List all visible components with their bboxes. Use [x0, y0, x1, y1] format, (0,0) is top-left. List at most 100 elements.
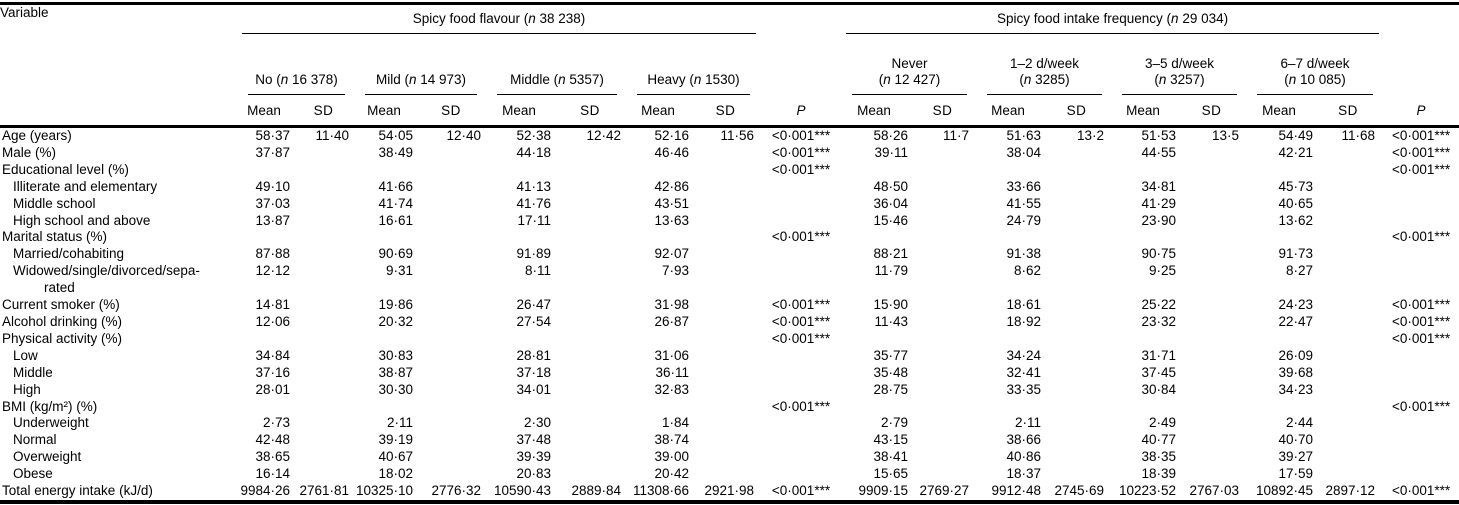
subgroup-header-rule: 1–2 d/week (n 3285)	[987, 56, 1102, 95]
table-cell: 9984·26	[240, 483, 290, 499]
table-cell: 49·10	[255, 178, 290, 194]
table-cell: 9909·15	[858, 483, 908, 499]
table-cell	[238, 229, 298, 246]
table-cell: 24·23	[1278, 297, 1313, 313]
group-header-row: Variable Spicy food flavour (n 38 238) Sp…	[0, 3, 1459, 128]
p-value-cell	[1383, 179, 1459, 196]
table-cell: 18·61	[1006, 297, 1041, 313]
table-cell	[298, 314, 355, 331]
table-cell	[421, 213, 487, 230]
row-label: Male (%)	[0, 145, 238, 162]
p-value-cell	[760, 466, 842, 483]
p-value-cell	[1383, 415, 1459, 432]
table-cell	[1182, 145, 1247, 162]
table-row-widowed-single-divorced-sepa: Widowed/single/divorced/sepa-rated 12·12 9…	[0, 263, 1459, 297]
table-row-underweight: Underweight 2·73 2·11 2·30 1·84 2·79 2·11 2·49 2…	[0, 415, 1459, 432]
table-cell: 39·68	[1278, 364, 1313, 380]
table-cell	[298, 145, 355, 162]
table-cell	[1047, 297, 1112, 314]
row-label: Normal	[0, 432, 238, 449]
table-cell	[627, 399, 697, 416]
table-row-overweight: Overweight 38·65 40·67 39·39 39·00 38·41 40·86…	[0, 449, 1459, 466]
table-cell: 42·48	[255, 432, 290, 448]
table-cell	[238, 399, 298, 416]
table-cell	[298, 179, 355, 196]
table-cell: 48·50	[873, 178, 908, 194]
table-cell	[914, 145, 977, 162]
table-cell	[1247, 331, 1319, 348]
table-cell	[842, 331, 914, 348]
p-value-cell	[1383, 348, 1459, 365]
p-value-cell	[760, 246, 842, 263]
table-cell: 58·26	[873, 128, 908, 143]
table-cell	[298, 415, 355, 432]
p-value-cell: <0·001***	[771, 297, 831, 313]
table-cell	[914, 314, 977, 331]
p-value-cell: <0·001***	[771, 330, 831, 346]
variable-column-header: Variable	[0, 3, 238, 128]
table-cell	[1182, 314, 1247, 331]
subgroup-header-rule: Never (n 12 427)	[852, 56, 967, 95]
table-cell	[1047, 314, 1112, 331]
table-cell: 13·2	[1076, 128, 1104, 143]
table-cell: 41·13	[516, 178, 551, 194]
table-cell: 30·83	[378, 347, 413, 363]
table-cell	[1319, 145, 1383, 162]
table-cell	[487, 229, 559, 246]
p-value-cell	[760, 415, 842, 432]
table-cell	[1112, 399, 1182, 416]
table-cell	[1319, 382, 1383, 399]
table-cell	[355, 331, 421, 348]
p-value-cell	[760, 365, 842, 382]
p-value-cell: <0·001***	[1391, 297, 1451, 313]
subgroup-header-mild: Mild (n 14 973)	[355, 39, 487, 95]
variable-header-label: Variable	[0, 5, 49, 20]
table-cell	[421, 179, 487, 196]
mean-header-mild: Mean	[355, 95, 421, 128]
table-cell: 41·55	[1006, 195, 1041, 211]
table-cell	[421, 348, 487, 365]
table-cell	[421, 263, 487, 297]
subgroup-header-rule: 6–7 d/week (n 10 085)	[1257, 56, 1374, 95]
table-cell	[421, 365, 487, 382]
p-column-spacer	[1383, 4, 1459, 96]
table-cell: 26·47	[516, 297, 551, 313]
table-cell: 19·86	[378, 297, 413, 313]
table-cell	[298, 196, 355, 213]
table-cell	[1047, 196, 1112, 213]
p-value-cell: <0·001***	[1391, 144, 1451, 160]
table-cell	[421, 314, 487, 331]
table-cell: 28·81	[516, 347, 551, 363]
table-cell: 15·65	[873, 466, 908, 482]
row-label: Physical activity (%)	[0, 331, 238, 348]
table-cell: 31·98	[654, 297, 689, 313]
table-cell: 2761·81	[299, 483, 349, 499]
table-cell	[298, 162, 355, 179]
table-cell: 12·40	[446, 128, 481, 143]
table-cell: 20·83	[516, 466, 551, 482]
n-italic: n	[558, 72, 566, 87]
group-header-spicy-food-intake-frequency: Spicy food intake frequency (n 29 034)	[842, 4, 1383, 40]
p-value-cell	[1383, 466, 1459, 483]
row-label: Obese	[0, 466, 238, 483]
table-cell	[238, 331, 298, 348]
table-cell: 40·70	[1278, 432, 1313, 448]
table-cell	[1319, 415, 1383, 432]
n-italic: n	[1158, 72, 1167, 87]
sd-header-middle: SD	[559, 95, 627, 128]
p-value-cell: <0·001***	[1391, 161, 1451, 177]
table-cell	[1319, 179, 1383, 196]
table-cell	[421, 449, 487, 466]
n-italic: n	[883, 72, 891, 87]
table-row-bmi-kg-m: BMI (kg/m²) (%) <0·001*** <0·001***	[0, 399, 1459, 416]
table-cell: 91·73	[1278, 246, 1313, 262]
table-cell	[1182, 213, 1247, 230]
p-value-cell: <0·001***	[771, 161, 831, 177]
row-label: Low	[0, 348, 238, 365]
table-cell: 34·84	[255, 347, 290, 363]
table-cell: 23·32	[1141, 313, 1176, 329]
table-cell: 42·21	[1278, 144, 1313, 160]
table-cell	[697, 162, 760, 179]
table-cell	[1047, 331, 1112, 348]
table-cell: 18·37	[1006, 466, 1041, 482]
